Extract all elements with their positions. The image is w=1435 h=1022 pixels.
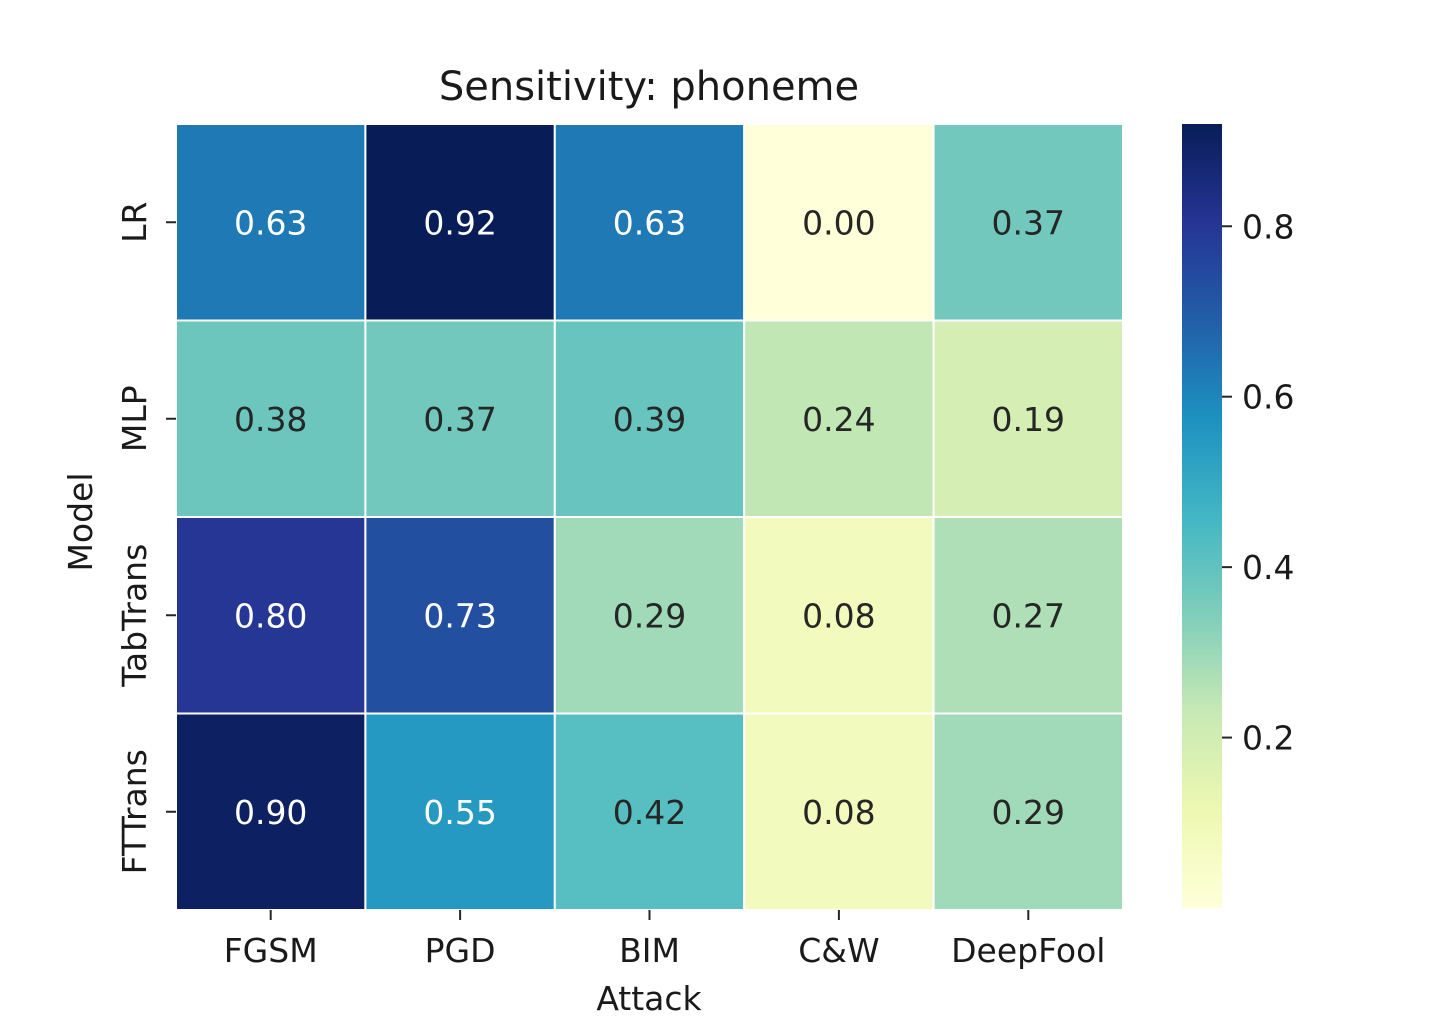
y-tick-label: LR — [115, 202, 154, 243]
heatmap-cell-label: 0.38 — [234, 400, 307, 439]
heatmap-cell — [553, 712, 746, 911]
heatmap-cell — [932, 712, 1124, 911]
heatmap-cell-label: 0.29 — [992, 793, 1065, 832]
heatmap-cell — [932, 516, 1124, 715]
colorbar-tick-label: 0.8 — [1242, 207, 1294, 246]
heatmap-cell — [553, 319, 746, 518]
y-tick-label: FTTrans — [115, 749, 154, 874]
heatmap-cell-label: 0.92 — [423, 203, 496, 242]
heatmap-cell-label: 0.55 — [423, 793, 496, 832]
heatmap-cell — [553, 123, 746, 322]
heatmap-cell — [932, 123, 1124, 322]
heatmap-cell-label: 0.80 — [234, 596, 307, 635]
heatmap-cell — [364, 516, 556, 715]
heatmap-cell-label: 0.42 — [613, 793, 686, 832]
heatmap-cell-label: 0.19 — [992, 400, 1065, 439]
heatmap-cell-label: 0.63 — [613, 203, 686, 242]
heatmap-cell-label: 0.08 — [802, 596, 875, 635]
y-axis-label: Model — [61, 472, 100, 571]
heatmap-cell-label: 0.08 — [802, 793, 875, 832]
colorbar: 0.2 0.4 0.6 0.8 — [1182, 124, 1294, 908]
heatmap-cell — [743, 712, 935, 911]
x-axis: FGSM PGD BIM C&W DeepFool — [224, 910, 1105, 970]
heatmap-cell — [364, 123, 556, 322]
heatmap-cell — [364, 712, 556, 911]
heatmap-cell-label: 0.63 — [234, 203, 307, 242]
heatmap-cell-label: 0.37 — [992, 203, 1065, 242]
colorbar-tick-label: 0.6 — [1242, 378, 1294, 417]
heatmap-cells — [175, 123, 1124, 911]
heatmap-cell-label: 0.24 — [802, 400, 875, 439]
x-axis-label: Attack — [596, 979, 702, 1018]
heatmap-cell-labels: 0.63 0.92 0.63 0.00 0.37 0.38 0.37 0.39 0.24 0.19… — [234, 203, 1065, 832]
heatmap-cell — [932, 319, 1124, 518]
y-axis: LR MLP TabTrans FTTrans — [115, 202, 176, 874]
heatmap-cell-label: 0.90 — [234, 793, 307, 832]
y-tick-label: TabTrans — [115, 544, 154, 688]
y-tick-label: MLP — [115, 385, 154, 452]
heatmap-cell-label: 0.27 — [992, 596, 1065, 635]
colorbar-tick-label: 0.4 — [1242, 548, 1294, 587]
heatmap-cell-label: 0.39 — [613, 400, 686, 439]
heatmap-cell — [743, 123, 935, 322]
heatmap-cell-label: 0.37 — [423, 400, 496, 439]
chart-title: Sensitivity: phoneme — [439, 64, 859, 110]
x-tick-label: BIM — [619, 931, 680, 970]
x-tick-label: PGD — [425, 931, 496, 970]
heatmap-cell — [175, 319, 367, 518]
x-tick-label: DeepFool — [951, 931, 1105, 970]
heatmap-cell — [553, 516, 746, 715]
heatmap-cell-label: 0.73 — [423, 596, 496, 635]
colorbar-gradient — [1182, 124, 1222, 908]
heatmap-cell-label: 0.00 — [802, 203, 875, 242]
heatmap-cell — [175, 123, 367, 322]
colorbar-tick-label: 0.2 — [1242, 719, 1294, 758]
x-tick-label: FGSM — [224, 931, 318, 970]
heatmap-cell-label: 0.29 — [613, 596, 686, 635]
x-tick-label: C&W — [798, 931, 879, 970]
heatmap-cell — [743, 516, 935, 715]
